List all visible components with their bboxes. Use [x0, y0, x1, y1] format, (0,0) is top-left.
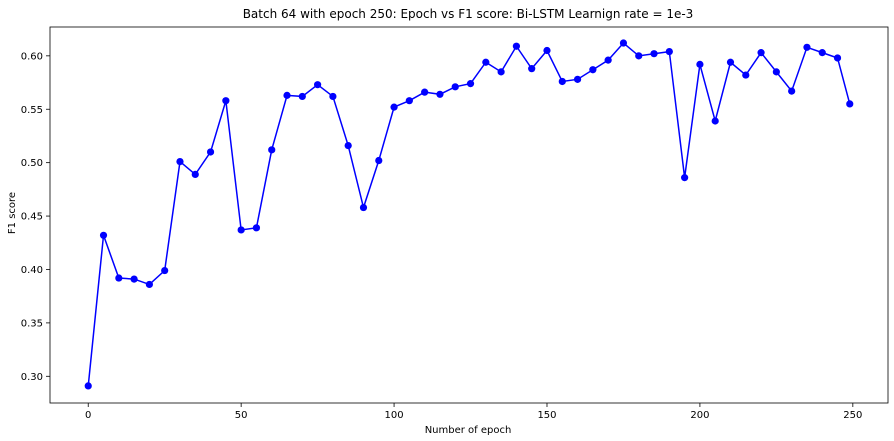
data-point: [512, 42, 521, 50]
data-point: [619, 39, 628, 47]
data-point: [543, 46, 551, 55]
data-point: [222, 97, 230, 105]
plot-area: [84, 39, 854, 390]
y-tick-label: 0.50: [21, 158, 43, 169]
y-tick-label: 0.30: [21, 372, 43, 383]
y-tick-label: 0.45: [21, 212, 43, 223]
data-point: [206, 148, 215, 156]
y-tick-label: 0.55: [21, 105, 43, 116]
x-tick-label: 100: [385, 410, 404, 421]
data-point: [573, 75, 582, 83]
series-line: [87, 41, 851, 386]
x-tick-label: 50: [235, 410, 248, 421]
data-point: [115, 274, 123, 282]
data-point: [359, 203, 368, 212]
x-tick-label: 250: [843, 410, 862, 421]
data-point: [436, 90, 444, 98]
data-point: [726, 58, 735, 66]
data-point: [742, 71, 750, 79]
data-point: [314, 81, 322, 89]
data-point: [788, 87, 796, 95]
data-point: [344, 141, 352, 150]
data-point: [665, 47, 673, 56]
data-point: [803, 43, 811, 51]
data-point: [176, 157, 184, 166]
data-point: [283, 91, 291, 99]
x-axis-label: Number of epoch: [425, 425, 512, 436]
chart-title: Batch 64 with epoch 250: Epoch vs F1 sco…: [243, 7, 694, 21]
data-point: [99, 231, 108, 239]
data-point: [635, 52, 643, 60]
data-point: [161, 266, 169, 275]
y-tick-label: 0.40: [21, 265, 43, 276]
data-point: [846, 100, 854, 108]
data-point: [558, 77, 566, 86]
data-point: [421, 88, 429, 96]
data-point: [237, 226, 245, 234]
plot-frame: [49, 26, 889, 404]
y-axis: 0.30 0.35 0.40 0.45 0.50 0.55 0.60: [21, 51, 50, 383]
x-tick-label: 150: [537, 410, 556, 421]
x-tick-label: 0: [85, 410, 91, 421]
data-point: [650, 50, 658, 58]
data-point: [130, 275, 138, 283]
data-point: [375, 156, 383, 165]
x-axis: 0 50 100 150 200 250: [85, 403, 862, 421]
data-point: [818, 49, 826, 57]
data-point: [298, 92, 306, 101]
y-axis-label: F1 score: [7, 192, 18, 234]
data-point: [696, 60, 704, 68]
data-point: [390, 103, 398, 111]
data-point: [451, 83, 459, 91]
data-point: [604, 56, 612, 64]
data-point: [482, 58, 490, 66]
data-point: [268, 146, 276, 154]
data-point: [589, 66, 597, 74]
data-point: [681, 174, 689, 182]
data-point: [466, 80, 475, 88]
y-tick-label: 0.60: [21, 51, 43, 62]
data-point: [84, 382, 92, 390]
data-point: [252, 224, 261, 232]
y-tick-label: 0.35: [21, 318, 43, 329]
data-point: [145, 280, 153, 289]
x-tick-label: 200: [690, 410, 709, 421]
data-point: [772, 68, 780, 76]
data-point: [833, 54, 842, 62]
data-point: [405, 97, 413, 105]
data-point: [528, 65, 536, 73]
data-point: [711, 117, 719, 125]
data-point: [191, 170, 199, 179]
data-point: [497, 68, 505, 76]
data-point: [757, 49, 765, 57]
data-point: [329, 92, 337, 101]
